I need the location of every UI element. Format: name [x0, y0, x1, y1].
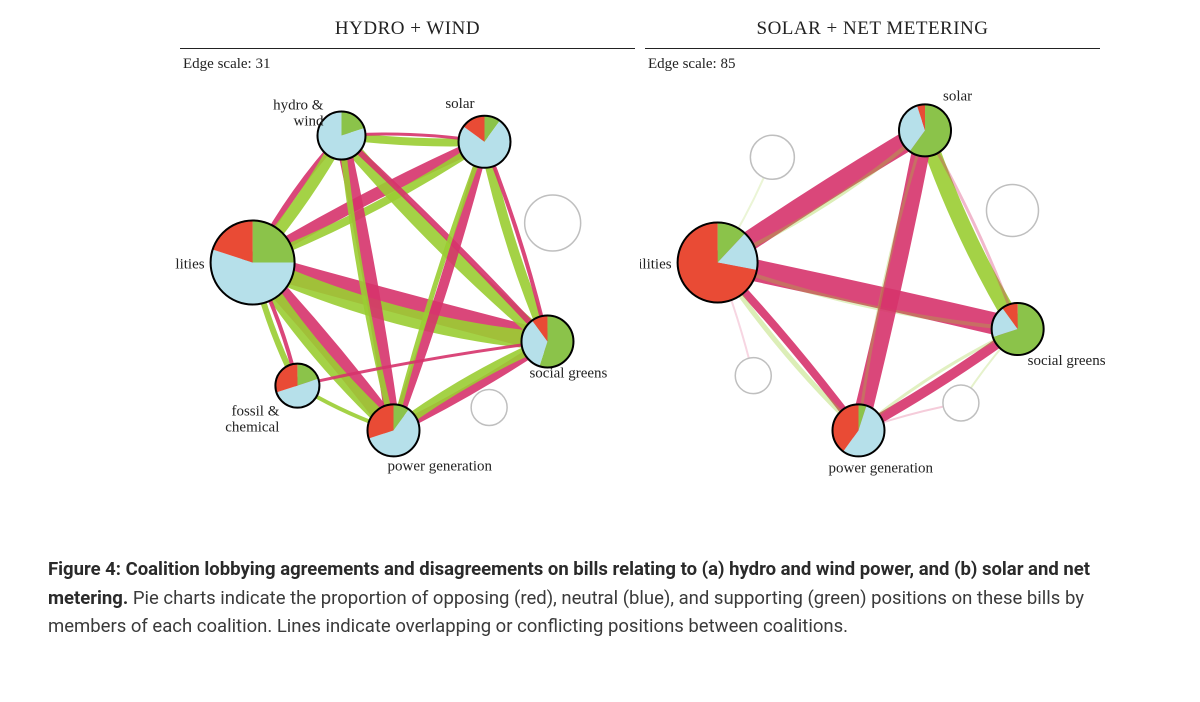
node-label-power_gen: power generation: [828, 460, 933, 476]
node-label-utilities: utilities: [175, 256, 205, 272]
figure-caption: Figure 4: Coalition lobbying agreements …: [48, 555, 1152, 641]
node-blank_tr: [986, 184, 1038, 236]
network-solar-netmetering: solar social greens power generation utilit…: [640, 56, 1105, 500]
node-label-social_greens: social greens: [1028, 353, 1105, 369]
panel-title-a: HYDRO + WIND: [175, 18, 640, 40]
panel-rule-a: [180, 48, 635, 49]
node-label-social_greens: social greens: [529, 366, 607, 382]
figure-container: HYDRO + WIND Edge scale: 31 hydro &winds…: [0, 0, 1200, 702]
node-blank_tl: [750, 135, 794, 179]
panel-hydro-wind: HYDRO + WIND Edge scale: 31 hydro &winds…: [175, 10, 640, 500]
node-label-power_gen: power generation: [387, 458, 492, 474]
node-social_greens: social greens: [521, 316, 607, 382]
panel-rule-b: [645, 48, 1100, 49]
edge-disagree: [718, 262, 1018, 329]
caption-rest: Pie charts indicate the proportion of op…: [48, 587, 1084, 638]
node-label-utilities: utilities: [640, 256, 672, 272]
node-utilities: utilities: [640, 222, 758, 302]
node-label-fossil_chem: fossil &chemical: [225, 404, 279, 436]
node-blank_top_right: [525, 195, 581, 251]
node-blank_bl: [735, 358, 771, 394]
node-solar: solar: [899, 88, 972, 156]
node-label-hydro_wind: hydro &wind: [273, 98, 324, 130]
node-label-solar: solar: [445, 96, 474, 112]
panel-solar-netmetering: SOLAR + NET METERING Edge scale: 85 sola…: [640, 10, 1105, 500]
panel-title-b: SOLAR + NET METERING: [640, 18, 1105, 40]
node-fossil_chem: fossil &chemical: [225, 364, 319, 436]
node-label-solar: solar: [943, 88, 972, 104]
node-social_greens: social greens: [992, 303, 1105, 369]
node-blank_right: [471, 389, 507, 425]
node-hydro_wind: hydro &wind: [273, 98, 365, 160]
charts-row: HYDRO + WIND Edge scale: 31 hydro &winds…: [175, 10, 1105, 500]
node-utilities: utilities: [175, 220, 295, 304]
network-hydro-wind: hydro &wind solar social greens power gener…: [175, 56, 640, 500]
node-blank_r: [943, 385, 979, 421]
